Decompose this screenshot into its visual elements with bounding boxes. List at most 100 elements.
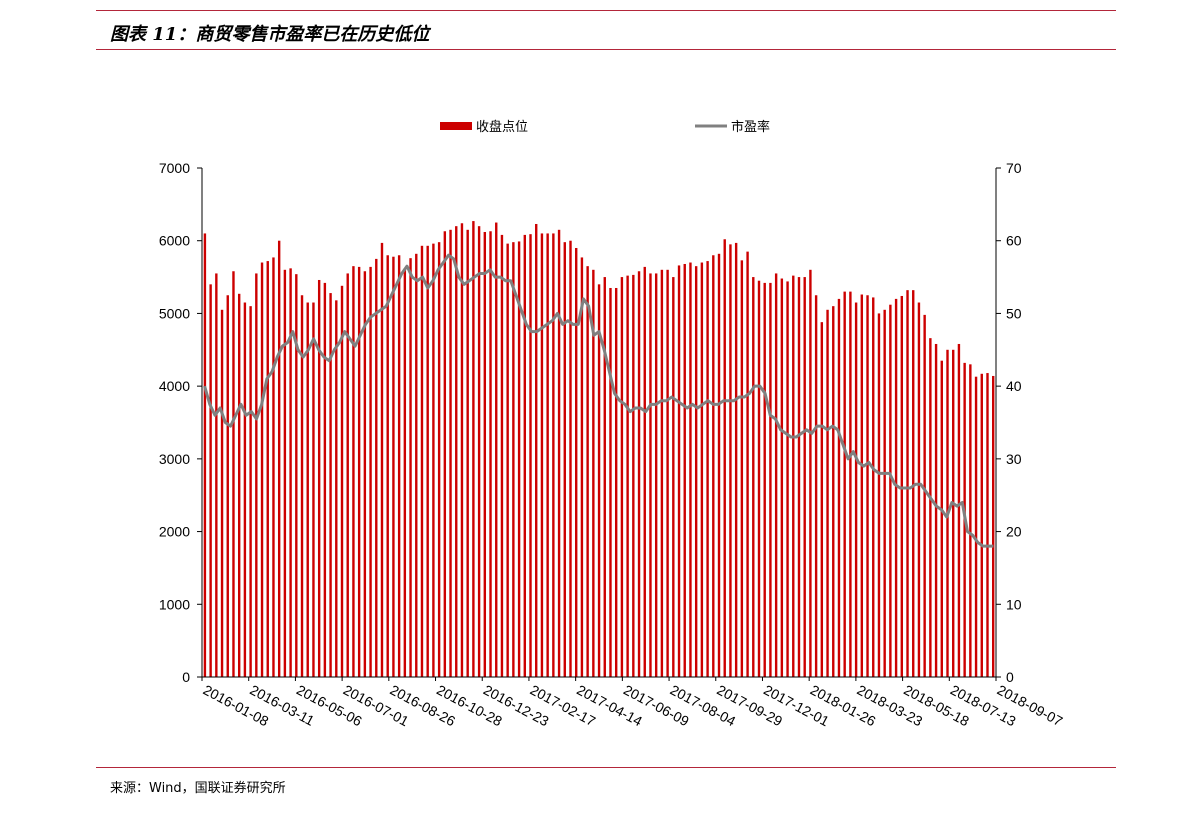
bar	[437, 242, 441, 678]
left-tick-label: 4000	[159, 378, 190, 394]
bar	[780, 278, 784, 677]
bar	[329, 293, 332, 677]
right-axis-tick-labels: 0 10 20 30 40 50 60 70	[1006, 160, 1022, 685]
legend-swatch-bar	[440, 122, 472, 130]
bar	[877, 313, 881, 677]
legend-label-bar: 收盘点位	[476, 119, 528, 134]
bar	[917, 302, 921, 677]
bar	[563, 242, 566, 678]
bar	[335, 300, 338, 677]
bar	[346, 273, 349, 677]
bar	[912, 290, 915, 677]
bar	[209, 284, 212, 677]
bar	[597, 284, 601, 677]
bar	[683, 263, 686, 677]
bar	[300, 295, 304, 677]
bar	[517, 241, 521, 677]
bar	[260, 262, 264, 677]
line-series	[203, 253, 994, 548]
bar	[694, 266, 698, 677]
bar	[243, 302, 247, 677]
bar	[266, 261, 269, 677]
bar	[272, 257, 275, 677]
bar	[649, 273, 652, 677]
bar	[483, 231, 487, 678]
bar	[883, 309, 886, 677]
bar	[363, 271, 367, 677]
bar	[637, 271, 641, 677]
x-axis-tick-labels: 2016-01-082016-03-112016-05-062016-07-01…	[201, 682, 1066, 730]
bar	[957, 343, 961, 677]
bar	[689, 262, 692, 677]
bar	[472, 221, 475, 677]
bar	[592, 269, 595, 677]
bar	[277, 240, 281, 677]
bar	[620, 277, 624, 677]
bar	[757, 280, 761, 677]
right-tick-label: 40	[1006, 378, 1022, 394]
bar	[220, 309, 224, 677]
axes	[197, 167, 1001, 681]
bar	[746, 251, 749, 677]
right-tick-label: 0	[1006, 669, 1014, 685]
bar	[923, 314, 926, 677]
bar	[540, 233, 544, 677]
bar	[369, 266, 372, 677]
figure-title: 图表 11：商贸零售市盈率已在历史低位	[110, 24, 430, 45]
bar	[906, 290, 909, 677]
bar	[974, 376, 978, 677]
bar	[392, 256, 395, 677]
bar	[317, 279, 321, 677]
bar	[495, 222, 498, 678]
bar	[980, 373, 983, 677]
bar	[723, 239, 726, 677]
bar	[729, 244, 732, 677]
bar	[586, 266, 589, 677]
bar	[455, 226, 458, 678]
right-tick-label: 50	[1006, 305, 1022, 321]
bar	[557, 229, 561, 677]
bar	[603, 277, 606, 677]
bar	[872, 297, 875, 677]
bar	[397, 255, 401, 677]
chart: 收盘点位 市盈率 0 1000 2000 3000 4000 5000 6000 7000 0…	[159, 119, 1066, 730]
bar	[860, 294, 864, 677]
legend-label-line: 市盈率	[731, 119, 770, 134]
bar	[466, 229, 469, 677]
bar	[712, 255, 715, 677]
bar	[500, 234, 504, 677]
bar	[969, 364, 972, 677]
bar	[654, 273, 658, 677]
bar	[432, 243, 435, 677]
bar	[506, 243, 509, 677]
bar	[643, 266, 646, 677]
bar	[237, 293, 241, 677]
bar	[489, 231, 492, 677]
bar	[660, 269, 664, 677]
bar	[203, 233, 207, 677]
bar	[535, 223, 538, 678]
bar	[409, 258, 412, 677]
left-tick-label: 2000	[159, 524, 190, 540]
bar	[769, 282, 772, 677]
bar	[215, 273, 218, 677]
left-axis-tick-labels: 0 1000 2000 3000 4000 5000 6000 7000	[159, 160, 190, 685]
bar	[609, 287, 612, 677]
bar	[569, 240, 572, 677]
bar	[375, 258, 378, 677]
pe-line	[203, 253, 994, 548]
bar	[774, 273, 778, 677]
bar	[283, 269, 287, 677]
bar	[792, 275, 795, 677]
footer-rule	[96, 767, 1116, 768]
bar	[295, 274, 298, 677]
bar	[889, 304, 892, 677]
bar	[443, 231, 447, 677]
bar	[449, 229, 452, 677]
left-tick-label: 6000	[159, 233, 190, 249]
bar	[352, 266, 355, 677]
bar	[700, 262, 704, 677]
bar	[752, 277, 755, 677]
bar	[386, 255, 389, 677]
bar	[249, 306, 252, 677]
